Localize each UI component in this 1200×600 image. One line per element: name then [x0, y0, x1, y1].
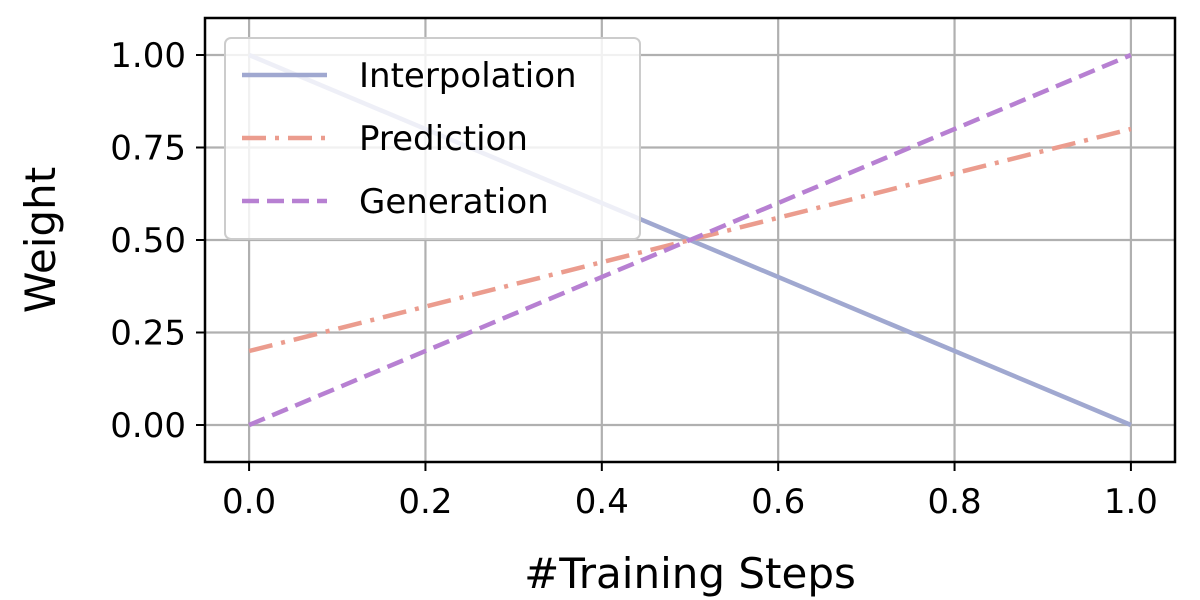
legend: Interpolation Prediction Generation [224, 37, 641, 240]
x-tick-label: 0.0 [222, 482, 276, 522]
series-line-prediction [248, 126, 1132, 354]
y-tick-label: 0.25 [110, 314, 186, 354]
x-tick-label: 0.6 [751, 482, 805, 522]
legend-label: Prediction [359, 119, 528, 159]
legend-label: Interpolation [359, 56, 577, 96]
y-tick-label: 1.00 [110, 36, 186, 76]
series-line-generation [248, 52, 1132, 428]
y-axis-label: Weight [16, 167, 65, 313]
x-axis-label: #Training Steps [524, 549, 856, 598]
x-tick-label: 0.8 [928, 482, 982, 522]
x-tick-label: 1.0 [1104, 482, 1158, 522]
legend-box [224, 37, 641, 240]
y-tick-label: 0.75 [110, 129, 186, 169]
ticks: 0.0 0.2 0.4 0.6 0.8 1.0 0.00 0.25 0.50 0.75 1.00 [110, 36, 1158, 522]
x-tick-label: 0.2 [398, 482, 452, 522]
legend-label: Generation [359, 182, 549, 222]
y-tick-label: 0.00 [110, 406, 186, 446]
y-tick-label: 0.50 [110, 221, 186, 261]
x-tick-label: 0.4 [575, 482, 629, 522]
